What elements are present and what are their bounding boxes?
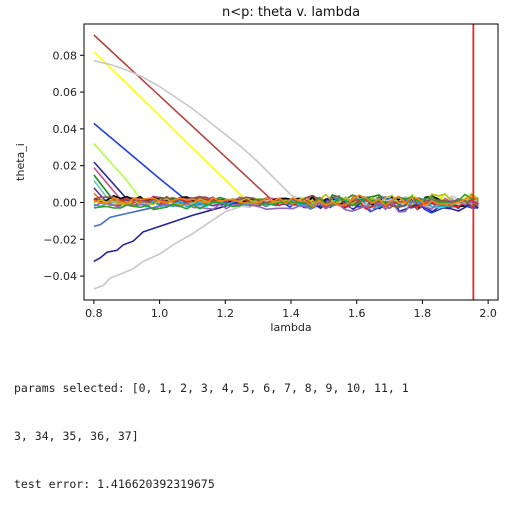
series-line-14 [93,196,479,290]
x-tick-label: 1.6 [348,307,366,320]
series-line-0 [93,34,479,211]
x-tick-label: 1.4 [282,307,300,320]
params-selected-continued-text: 3, 34, 35, 36, 37] [14,429,139,443]
y-axis-ticks: 0.08 0.06 0.04 0.02 0.00 −0.02 −0.04 [43,49,84,283]
series-line-18 [93,199,479,213]
chart-title: n<p: theta v. lambda [222,5,360,20]
series-line-2 [93,60,479,210]
x-tick-label: 2.0 [479,307,497,320]
x-tick-label: 1.8 [414,307,432,320]
x-axis-label: lambda [270,321,311,334]
series-layer [93,34,479,290]
params-selected-text: params selected: [0, 1, 2, 3, 4, 5, 6, 7… [14,381,409,395]
test-error-text: test error: 1.416620392319675 [14,477,215,491]
x-tick-label: 1.0 [151,307,169,320]
y-tick-label: 0.06 [53,86,78,99]
x-tick-label: 0.8 [85,307,103,320]
series-line-1 [93,51,479,208]
plot-frame [83,23,499,301]
series-line-21 [93,194,479,208]
y-tick-label: 0.08 [53,49,78,62]
theta-lambda-chart: n<p: theta v. lambda 0.8 1.0 1.2 1.4 1.6 1.8 2… [14,5,499,334]
y-tick-label: 0.00 [53,196,78,209]
x-tick-label: 1.2 [217,307,235,320]
y-tick-label: −0.02 [43,233,77,246]
y-tick-label: 0.02 [53,160,78,173]
x-axis-ticks: 0.8 1.0 1.2 1.4 1.6 1.8 2.0 [85,300,497,320]
y-axis-label: theta_i [14,143,27,181]
cell-output: params selected: [0, 1, 2, 3, 4, 5, 6, 7… [14,348,518,508]
y-tick-label: −0.04 [43,270,77,283]
y-tick-label: 0.04 [53,123,78,136]
